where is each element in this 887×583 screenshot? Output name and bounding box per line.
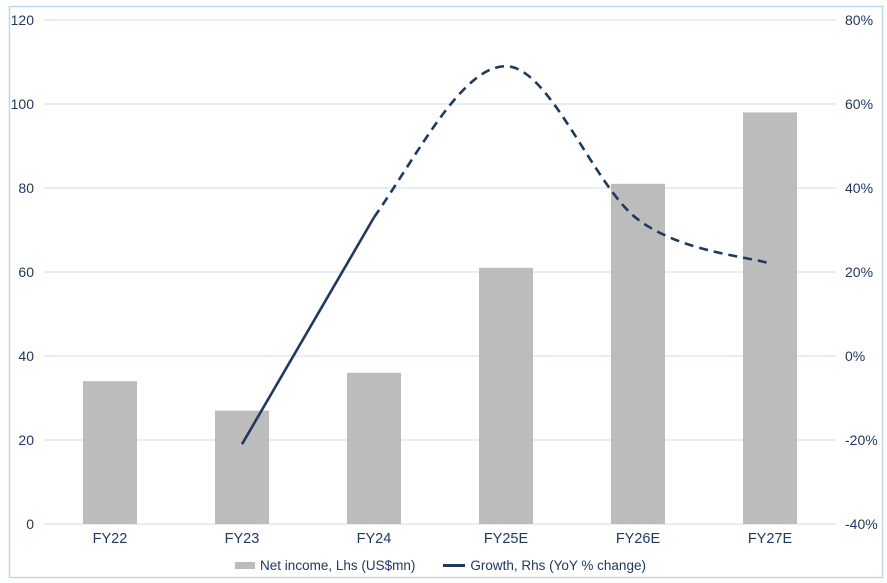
x-axis-label-fy23: FY23 [225,531,260,547]
right-axis-tick--20%: -20% [845,432,878,448]
bar-fy27e [743,112,797,525]
chart-legend: Net income, Lhs (US$mn) Growth, Rhs (YoY… [44,553,837,577]
bar-fy26e [611,183,665,525]
bar-fy25e [479,267,533,524]
legend-label-growth: Growth, Rhs (YoY % change) [470,557,646,573]
left-axis-tick-20: 20 [18,432,34,448]
legend-label-net-income: Net income, Lhs (US$mn) [260,557,416,573]
growth-line-dashed [372,64,771,265]
x-axis-label-fy24: FY24 [357,531,392,547]
left-axis-tick-120: 120 [11,12,35,28]
chart-frame-border [8,5,884,579]
right-axis-tick-20%: 20% [845,264,873,280]
left-axis-tick-60: 60 [18,264,34,280]
bar-fy22 [83,381,137,524]
left-axis-tick-80: 80 [18,180,34,196]
line-series-swatch [443,563,466,567]
right-axis-tick-40%: 40% [845,180,873,196]
right-axis-tick-60%: 60% [845,96,873,112]
right-axis-tick-0%: 0% [845,348,865,364]
growth-line-solid [240,216,376,445]
left-axis-tick-100: 100 [11,96,35,112]
legend-item-net-income: Net income, Lhs (US$mn) [235,558,415,573]
bar-series-swatch [235,561,256,569]
bar-fy24 [347,372,401,524]
right-axis-tick--40%: -40% [845,516,878,532]
x-axis-label-fy27e: FY27E [748,531,793,547]
legend-item-growth: Growth, Rhs (YoY % change) [443,558,646,573]
right-axis-tick-80%: 80% [845,12,873,28]
left-axis-tick-40: 40 [18,348,34,364]
bar-fy23 [215,410,269,524]
x-axis-label-fy22: FY22 [93,531,128,547]
x-axis-label-fy25e: FY25E [484,531,529,547]
x-axis-label-fy26e: FY26E [616,531,661,547]
left-axis-tick-0: 0 [26,516,34,532]
